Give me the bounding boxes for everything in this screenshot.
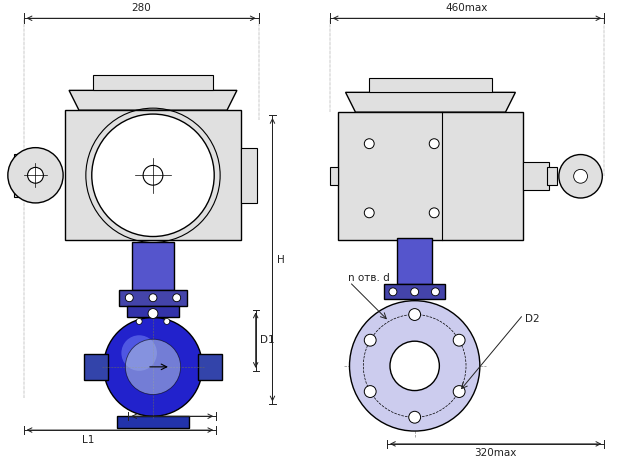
Bar <box>547 167 557 185</box>
Circle shape <box>432 288 440 296</box>
Text: 280: 280 <box>131 3 151 14</box>
Bar <box>65 110 241 241</box>
Circle shape <box>173 294 180 302</box>
Circle shape <box>125 294 133 302</box>
Circle shape <box>453 386 465 397</box>
Text: L1: L1 <box>82 435 94 445</box>
Circle shape <box>574 170 588 183</box>
Circle shape <box>429 139 439 149</box>
Bar <box>132 242 174 290</box>
Circle shape <box>148 309 158 318</box>
Circle shape <box>365 386 376 397</box>
Circle shape <box>409 309 420 320</box>
Circle shape <box>410 288 418 296</box>
Circle shape <box>453 334 465 346</box>
Circle shape <box>143 165 163 185</box>
Bar <box>117 416 188 428</box>
Text: L: L <box>169 402 175 412</box>
Circle shape <box>389 288 397 296</box>
Circle shape <box>136 318 142 325</box>
Circle shape <box>149 294 157 302</box>
Circle shape <box>559 155 602 198</box>
Text: n отв. d: n отв. d <box>348 273 389 283</box>
Bar <box>384 284 445 299</box>
Circle shape <box>390 341 440 390</box>
Bar <box>93 75 213 91</box>
Bar <box>241 148 257 203</box>
Circle shape <box>365 208 374 218</box>
Text: H: H <box>277 255 285 265</box>
Bar <box>397 239 432 284</box>
Text: 320max: 320max <box>474 448 517 458</box>
Bar <box>14 154 35 197</box>
Circle shape <box>125 339 180 395</box>
Circle shape <box>365 139 374 149</box>
Text: D1: D1 <box>260 335 274 345</box>
Polygon shape <box>69 91 237 110</box>
Circle shape <box>429 208 439 218</box>
Bar <box>370 78 492 92</box>
Circle shape <box>365 334 376 346</box>
Circle shape <box>164 318 170 325</box>
Text: D2: D2 <box>525 314 540 325</box>
Bar <box>84 354 107 380</box>
Circle shape <box>104 318 202 416</box>
Bar <box>120 290 187 305</box>
Polygon shape <box>345 92 515 112</box>
Bar <box>198 354 222 380</box>
Circle shape <box>122 335 157 371</box>
Circle shape <box>8 148 63 203</box>
Bar <box>338 112 523 241</box>
Bar <box>330 167 338 185</box>
Text: 460max: 460max <box>446 3 488 14</box>
Circle shape <box>92 114 215 236</box>
Bar <box>523 163 549 190</box>
Bar <box>127 305 179 318</box>
Circle shape <box>350 301 480 431</box>
Circle shape <box>27 167 43 183</box>
Circle shape <box>409 411 420 423</box>
